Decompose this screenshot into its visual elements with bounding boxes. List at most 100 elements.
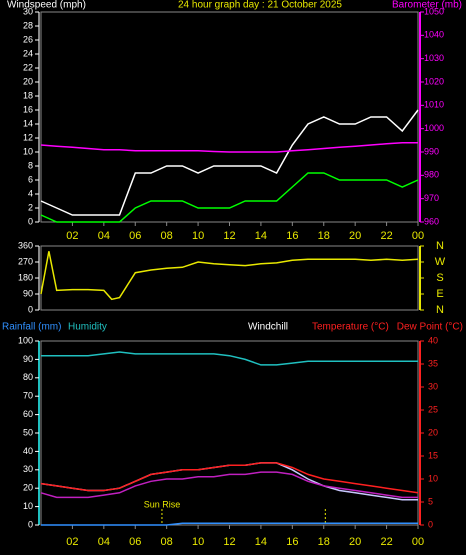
x-tick-label: 18 xyxy=(318,536,330,548)
y-tick-label: 26 xyxy=(23,34,33,44)
x-tick-label: 06 xyxy=(129,230,141,242)
series-line xyxy=(40,462,419,494)
y-tick-label: 270 xyxy=(18,256,33,266)
barometer-label: Barometer (mb) xyxy=(392,0,462,11)
x-tick-label: 10 xyxy=(192,230,204,242)
y2-tick-label: 970 xyxy=(424,193,439,203)
y-tick-label: 40 xyxy=(23,446,33,456)
x-tick-label: 00 xyxy=(412,230,424,242)
x-tick-label: 16 xyxy=(286,536,298,548)
series-line xyxy=(40,109,419,216)
y-tick-label: 12 xyxy=(23,132,33,142)
x-tick-label: 04 xyxy=(98,230,110,242)
x-tick-label: 02 xyxy=(66,536,78,548)
y2-tick-label: 5 xyxy=(428,496,433,506)
x-tick-label: 04 xyxy=(98,536,110,548)
dewpoint-label: Dew Point (°C) xyxy=(397,322,463,333)
y-tick-label: 10 xyxy=(23,501,33,511)
series-line xyxy=(40,141,418,153)
y-tick-label: 22 xyxy=(23,62,33,72)
y2-tick-label: 40 xyxy=(428,335,438,345)
windspeed-label: Windspeed (mph) xyxy=(7,0,86,11)
x-tick-label: 18 xyxy=(318,230,330,242)
humidity-label: Humidity xyxy=(68,322,107,333)
x-tick-label: 12 xyxy=(223,230,235,242)
x-tick-label: 10 xyxy=(192,536,204,548)
y-tick-label: 60 xyxy=(23,409,33,419)
y2-tick-label: 20 xyxy=(428,427,438,437)
y-tick-label: 0 xyxy=(28,519,33,529)
y2-tick-label: 1040 xyxy=(424,30,444,40)
y2-tick-label: 1050 xyxy=(424,6,444,16)
y2-tick-label: 10 xyxy=(428,473,438,483)
y2-tick-label: 990 xyxy=(424,146,439,156)
x-tick-label: 02 xyxy=(66,230,78,242)
y2-tick-label: 35 xyxy=(428,358,438,368)
x-tick-label: 22 xyxy=(380,536,392,548)
series-line xyxy=(40,251,419,301)
y2-tick-label: S xyxy=(436,272,443,284)
plot-frame xyxy=(40,245,419,311)
x-tick-label: 08 xyxy=(161,230,173,242)
sun-rise-label: Sun Rise xyxy=(144,499,181,509)
chart-title: 24 hour graph day : 21 October 2025 xyxy=(178,0,342,11)
y-tick-label: 24 xyxy=(23,48,33,58)
y2-tick-label: 1030 xyxy=(424,53,444,63)
y-tick-label: 100 xyxy=(18,335,33,345)
y-tick-label: 0 xyxy=(28,216,33,226)
y2-tick-label: N xyxy=(436,240,444,252)
x-tick-label: 20 xyxy=(349,230,361,242)
y-tick-label: 0 xyxy=(28,304,33,314)
y-tick-label: 2 xyxy=(28,202,33,212)
y-tick-label: 90 xyxy=(23,288,33,298)
y-tick-label: 90 xyxy=(23,354,33,364)
x-tick-label: 12 xyxy=(223,536,235,548)
y2-tick-label: 980 xyxy=(424,170,439,180)
y2-tick-label: 0 xyxy=(428,519,433,529)
y-tick-label: 180 xyxy=(18,272,33,282)
x-tick-label: 00 xyxy=(412,536,424,548)
y2-tick-label: 1010 xyxy=(424,100,444,110)
series-line xyxy=(40,471,418,499)
y2-tick-label: W xyxy=(435,256,446,268)
y-tick-label: 80 xyxy=(23,372,33,382)
x-tick-label: 14 xyxy=(255,230,267,242)
y2-tick-label: N xyxy=(436,304,444,316)
x-tick-label: 08 xyxy=(161,536,173,548)
y-tick-label: 14 xyxy=(23,118,33,128)
y2-tick-label: 1020 xyxy=(424,76,444,86)
y-tick-label: 20 xyxy=(23,76,33,86)
y-tick-label: 70 xyxy=(23,391,33,401)
y2-tick-label: 15 xyxy=(428,450,438,460)
x-tick-label: 20 xyxy=(349,536,361,548)
y-tick-label: 6 xyxy=(28,174,33,184)
y2-tick-label: 960 xyxy=(424,216,439,226)
y-tick-label: 28 xyxy=(23,20,33,30)
x-tick-label: 22 xyxy=(380,230,392,242)
y-tick-label: 20 xyxy=(23,483,33,493)
y-tick-label: 10 xyxy=(23,146,33,156)
y-tick-label: 16 xyxy=(23,104,33,114)
temperature-label: Temperature (°C) xyxy=(312,322,389,333)
y-tick-label: 18 xyxy=(23,90,33,100)
y-tick-label: 8 xyxy=(28,160,33,170)
y2-tick-label: 1000 xyxy=(424,123,444,133)
series-line xyxy=(40,172,419,223)
y2-tick-label: E xyxy=(436,288,443,300)
y2-tick-label: 30 xyxy=(428,381,438,391)
rainfall-label: Rainfall (mm) xyxy=(2,322,61,333)
windchill-label: Windchill xyxy=(248,322,288,333)
x-tick-label: 06 xyxy=(129,536,141,548)
y-tick-label: 360 xyxy=(18,240,33,250)
series-line xyxy=(41,522,418,526)
y-tick-label: 4 xyxy=(28,188,33,198)
y2-tick-label: 25 xyxy=(428,404,438,414)
x-tick-label: 14 xyxy=(255,536,267,548)
y-tick-label: 30 xyxy=(23,464,33,474)
series-line xyxy=(41,351,418,366)
y-tick-label: 50 xyxy=(23,427,33,437)
x-tick-label: 16 xyxy=(286,230,298,242)
